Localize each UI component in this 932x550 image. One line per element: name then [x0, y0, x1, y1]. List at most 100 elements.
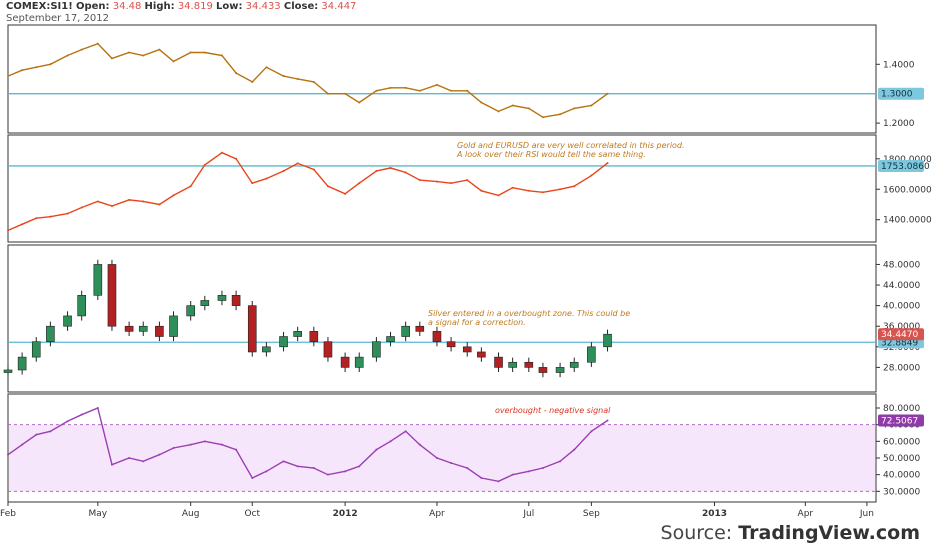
y-tick-label: 48.0000: [883, 260, 920, 270]
data-point: [511, 186, 514, 189]
x-tick-label: Aug: [182, 509, 200, 519]
data-point: [142, 200, 145, 203]
data-point: [80, 206, 83, 209]
low-label: Low:: [216, 1, 243, 12]
data-point: [235, 157, 238, 160]
data-point: [527, 189, 530, 192]
data-point: [21, 443, 24, 446]
candle-body: [415, 325, 425, 332]
data-point: [480, 477, 483, 479]
candle-body: [340, 356, 350, 368]
panel-frame-2: [7, 134, 877, 243]
data-point: [66, 420, 69, 423]
data-point: [480, 101, 483, 104]
data-point: [480, 189, 483, 192]
data-point: [110, 57, 113, 60]
data-point: [375, 169, 378, 172]
data-point: [497, 110, 500, 113]
x-tick-label: 2013: [702, 509, 727, 519]
chart-annotation: a signal for a correction.: [428, 318, 526, 327]
data-point: [172, 194, 175, 197]
close-value: 34.447: [321, 1, 357, 12]
candle-body: [247, 305, 257, 353]
data-point: [128, 51, 131, 54]
data-point: [541, 116, 544, 119]
data-point: [404, 86, 407, 89]
open-value: 34.48: [112, 1, 142, 12]
candle-body: [477, 351, 486, 358]
data-point: [172, 447, 175, 449]
y-tick-label: 30.0000: [883, 487, 920, 497]
x-tick-label: Feb: [0, 509, 16, 519]
candle-body: [508, 361, 517, 368]
price-badge: [878, 87, 924, 100]
candle-body: [569, 361, 579, 368]
high-label: High:: [144, 1, 175, 12]
data-point: [110, 205, 113, 208]
data-point: [344, 470, 347, 473]
x-tick-label: Sep: [583, 509, 600, 519]
data-point: [573, 185, 576, 188]
candle-body: [186, 305, 195, 317]
x-tick-label: Apr: [798, 509, 814, 519]
price-badge-label: 72.5067: [881, 416, 918, 426]
chart-header: COMEX:SI1! Open: 34.48 High: 34.819 Low:…: [6, 1, 356, 25]
data-point: [265, 470, 268, 473]
y-tick-label: 1.2000: [883, 119, 915, 129]
data-point: [265, 177, 268, 180]
candle-body: [462, 346, 472, 353]
data-point: [450, 182, 453, 185]
data-point: [7, 453, 9, 456]
rsi-band: [9, 424, 875, 492]
chart-annotation: Silver entered in a overbought zone. Thi…: [428, 309, 630, 318]
x-tick-label: Jun: [859, 509, 874, 519]
data-point: [296, 78, 299, 80]
candle-body: [401, 325, 410, 337]
price-badge-label: 1.3000: [881, 90, 913, 100]
data-point: [110, 463, 113, 466]
source-prefix: Source:: [660, 522, 739, 544]
data-point: [96, 407, 99, 409]
data-point: [375, 89, 378, 92]
data-point: [49, 63, 52, 66]
data-point: [497, 194, 500, 197]
data-point: [189, 185, 192, 188]
data-point: [35, 433, 38, 436]
candle-body: [293, 331, 302, 337]
data-point: [21, 223, 24, 226]
y-tick-label: 40.0000: [883, 302, 920, 312]
panel-frame-1: [7, 24, 877, 134]
source-name: TradingView.com: [738, 522, 920, 544]
data-point: [527, 470, 530, 473]
candle-body: [93, 264, 103, 296]
y-tick-label: 44.0000: [883, 281, 920, 291]
candle-body: [231, 295, 241, 306]
close-label: Close:: [283, 1, 319, 12]
y-tick-label: 28.0000: [883, 363, 920, 373]
data-point: [573, 448, 576, 451]
y-tick-label: 80.0000: [883, 404, 920, 414]
data-point: [35, 66, 38, 69]
data-point: [66, 54, 69, 57]
data-point: [35, 217, 38, 220]
series-line-rsi: [7, 407, 608, 483]
x-tick-label: Apr: [429, 509, 445, 519]
data-point: [220, 151, 223, 154]
candle-body: [200, 300, 210, 306]
data-point: [497, 480, 500, 483]
candle-body: [3, 369, 13, 373]
data-point: [282, 460, 285, 463]
y-tick-label: 1800.0000: [883, 155, 932, 165]
data-point: [172, 60, 175, 63]
series-line-gold: [7, 151, 608, 232]
data-point: [590, 104, 593, 107]
price-badge-label: 34.4470: [881, 330, 918, 340]
candle-body: [262, 346, 271, 353]
data-point: [541, 467, 544, 469]
price-badge: [878, 414, 924, 427]
data-point: [389, 166, 392, 169]
data-point: [282, 75, 285, 78]
x-tick-label: Jul: [522, 509, 534, 519]
data-point: [590, 430, 593, 433]
